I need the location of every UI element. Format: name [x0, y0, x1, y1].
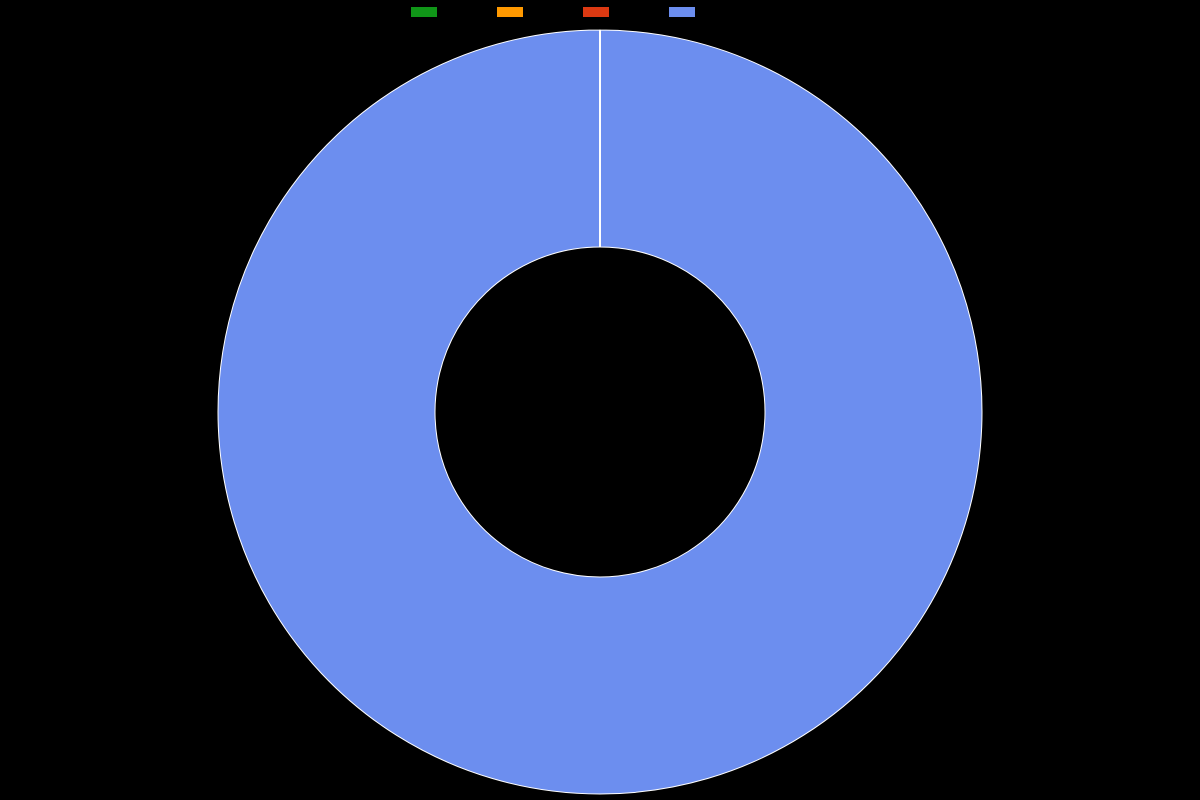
donut-chart-container — [0, 0, 1200, 800]
chart-stage — [0, 0, 1200, 800]
donut-chart — [0, 0, 1200, 800]
